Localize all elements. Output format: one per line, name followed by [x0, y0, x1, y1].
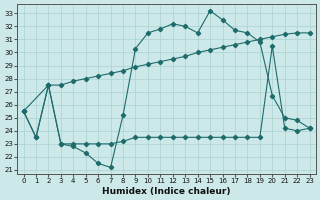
X-axis label: Humidex (Indice chaleur): Humidex (Indice chaleur) — [102, 187, 231, 196]
